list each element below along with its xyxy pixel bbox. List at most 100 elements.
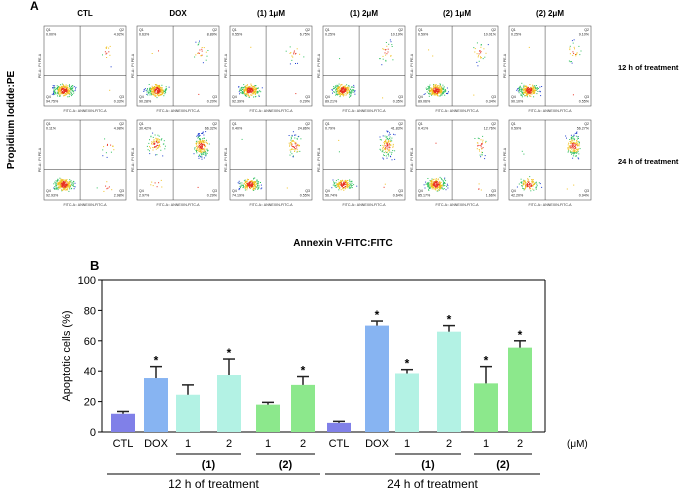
event-dot bbox=[349, 93, 351, 95]
event-dot bbox=[200, 141, 202, 143]
event-dot bbox=[440, 177, 442, 179]
event-dot bbox=[199, 155, 201, 157]
event-dot bbox=[155, 87, 157, 89]
event-dot bbox=[441, 178, 443, 180]
event-dot bbox=[63, 185, 65, 187]
event-dot bbox=[149, 87, 151, 89]
event-dot bbox=[441, 89, 443, 91]
event-dot bbox=[523, 184, 525, 186]
event-dot bbox=[482, 147, 484, 149]
event-dot bbox=[258, 95, 260, 97]
event-dot bbox=[478, 55, 480, 57]
quadrant-name: Q4 bbox=[232, 95, 237, 99]
event-dot bbox=[436, 190, 438, 192]
event-dot bbox=[165, 89, 167, 91]
event-dot bbox=[108, 186, 110, 188]
event-dot bbox=[53, 92, 55, 94]
event-dot bbox=[341, 185, 342, 187]
event-dot bbox=[153, 90, 155, 92]
event-dot bbox=[59, 177, 61, 179]
event-dot bbox=[441, 179, 443, 181]
event-dot bbox=[291, 134, 293, 136]
event-dot bbox=[54, 188, 56, 189]
quadrant-name: Q3 bbox=[212, 189, 217, 193]
event-dot bbox=[477, 56, 479, 58]
event-dot bbox=[524, 86, 526, 88]
event-dot bbox=[439, 183, 441, 184]
event-dot bbox=[247, 183, 249, 185]
quadrant-percentage: 74.19% bbox=[232, 194, 245, 198]
event-dot bbox=[252, 182, 254, 184]
event-dot bbox=[438, 186, 440, 187]
event-dot bbox=[252, 181, 254, 183]
event-dot bbox=[254, 181, 256, 182]
event-dot bbox=[444, 182, 446, 184]
event-dot bbox=[436, 183, 438, 185]
event-dot bbox=[431, 94, 433, 96]
event-dot bbox=[252, 89, 254, 91]
event-dot bbox=[435, 87, 437, 89]
event-dot bbox=[573, 139, 575, 141]
event-dot bbox=[532, 188, 534, 190]
event-dot bbox=[61, 93, 63, 95]
quadrant-percentage: 92.93% bbox=[46, 194, 59, 198]
event-dot bbox=[441, 93, 443, 94]
event-dot bbox=[341, 88, 343, 90]
event-dot bbox=[163, 95, 165, 97]
event-dot bbox=[352, 86, 354, 88]
event-dot bbox=[239, 90, 241, 91]
event-dot bbox=[247, 182, 249, 184]
event-dot bbox=[437, 89, 439, 91]
plot-frame bbox=[136, 119, 220, 201]
event-dot bbox=[246, 93, 247, 95]
event-dot bbox=[535, 182, 537, 184]
event-dot bbox=[525, 89, 527, 91]
event-dot bbox=[60, 86, 62, 88]
event-dot bbox=[436, 184, 438, 186]
quadrant-percentage: 0.20% bbox=[207, 100, 218, 104]
event-dot bbox=[245, 85, 247, 87]
event-dot bbox=[152, 140, 154, 142]
event-dot bbox=[339, 87, 341, 89]
event-dot bbox=[73, 188, 75, 190]
event-dot bbox=[536, 89, 538, 91]
event-dot bbox=[348, 85, 350, 87]
event-dot bbox=[68, 182, 70, 184]
event-dot bbox=[261, 187, 263, 189]
event-dot bbox=[383, 152, 385, 154]
event-dot bbox=[388, 142, 390, 144]
event-dot bbox=[531, 185, 533, 187]
event-dot bbox=[59, 92, 61, 94]
event-dot bbox=[430, 187, 431, 189]
event-dot bbox=[343, 189, 345, 191]
event-dot bbox=[152, 92, 154, 93]
event-dot bbox=[63, 183, 65, 184]
event-dot bbox=[525, 88, 526, 90]
event-dot bbox=[383, 146, 385, 148]
event-dot bbox=[481, 143, 483, 144]
event-dot bbox=[294, 148, 296, 149]
significance-marker: * bbox=[227, 346, 232, 360]
event-dot bbox=[352, 89, 354, 91]
event-dot bbox=[251, 91, 253, 93]
event-dot bbox=[74, 90, 76, 92]
quadrant-percentage: 90.28% bbox=[139, 100, 152, 104]
event-dot bbox=[345, 180, 347, 182]
event-dot bbox=[339, 93, 341, 95]
event-dot bbox=[335, 184, 337, 186]
event-dot bbox=[389, 133, 391, 135]
event-dot bbox=[445, 91, 447, 93]
event-dot bbox=[577, 149, 578, 151]
event-dot bbox=[253, 85, 255, 87]
event-dot bbox=[65, 88, 67, 90]
event-dot bbox=[333, 86, 335, 87]
event-dot bbox=[527, 88, 529, 90]
event-dot bbox=[145, 89, 147, 91]
quadrant-name: Q2 bbox=[398, 122, 403, 126]
event-dot bbox=[157, 95, 159, 97]
event-dot bbox=[573, 142, 575, 143]
event-dot bbox=[164, 145, 166, 147]
event-dot bbox=[247, 91, 248, 93]
event-dot bbox=[194, 147, 196, 149]
event-dot bbox=[165, 92, 167, 94]
